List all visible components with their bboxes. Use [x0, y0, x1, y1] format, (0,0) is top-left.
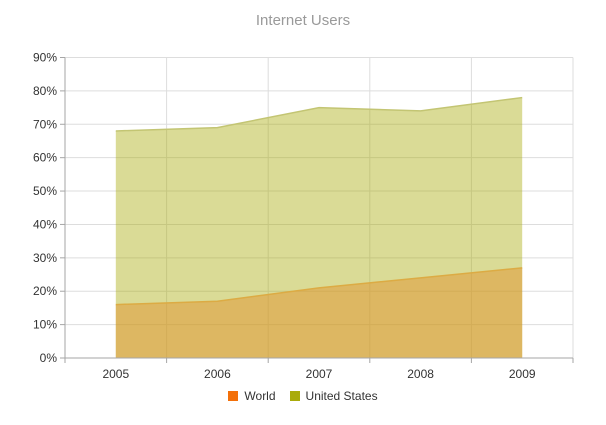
chart-title: Internet Users — [255, 12, 351, 29]
legend-item-united-states: United States — [289, 389, 378, 403]
y-tick-label: 30% — [33, 251, 57, 265]
legend-swatch-world — [228, 391, 239, 401]
y-tick-label: 50% — [33, 184, 57, 198]
y-tick-label: 90% — [33, 51, 57, 65]
legend: World United States — [0, 389, 606, 403]
legend-label-world: World — [244, 389, 276, 403]
area-world — [115, 267, 523, 358]
y-tick-label: 80% — [33, 84, 57, 98]
area-line-world — [115, 267, 523, 306]
y-tick-label: 20% — [33, 284, 57, 298]
y-tick-label: 10% — [33, 318, 57, 332]
y-tick-label: 60% — [33, 151, 57, 165]
x-tick-label: 2008 — [407, 367, 434, 381]
area-line-united-states — [115, 96, 523, 132]
y-tick-label: 70% — [33, 117, 57, 131]
x-tick-label: 2005 — [102, 367, 129, 381]
x-tick-label: 2007 — [306, 367, 333, 381]
y-tick-label: 0% — [40, 351, 58, 365]
y-tick-label: 40% — [33, 217, 57, 231]
x-tick-label: 2009 — [509, 367, 536, 381]
legend-item-world: World — [228, 389, 276, 403]
legend-label-united-states: United States — [305, 389, 378, 403]
legend-swatch-united-states — [289, 391, 300, 401]
x-tick-label: 2006 — [204, 367, 231, 381]
